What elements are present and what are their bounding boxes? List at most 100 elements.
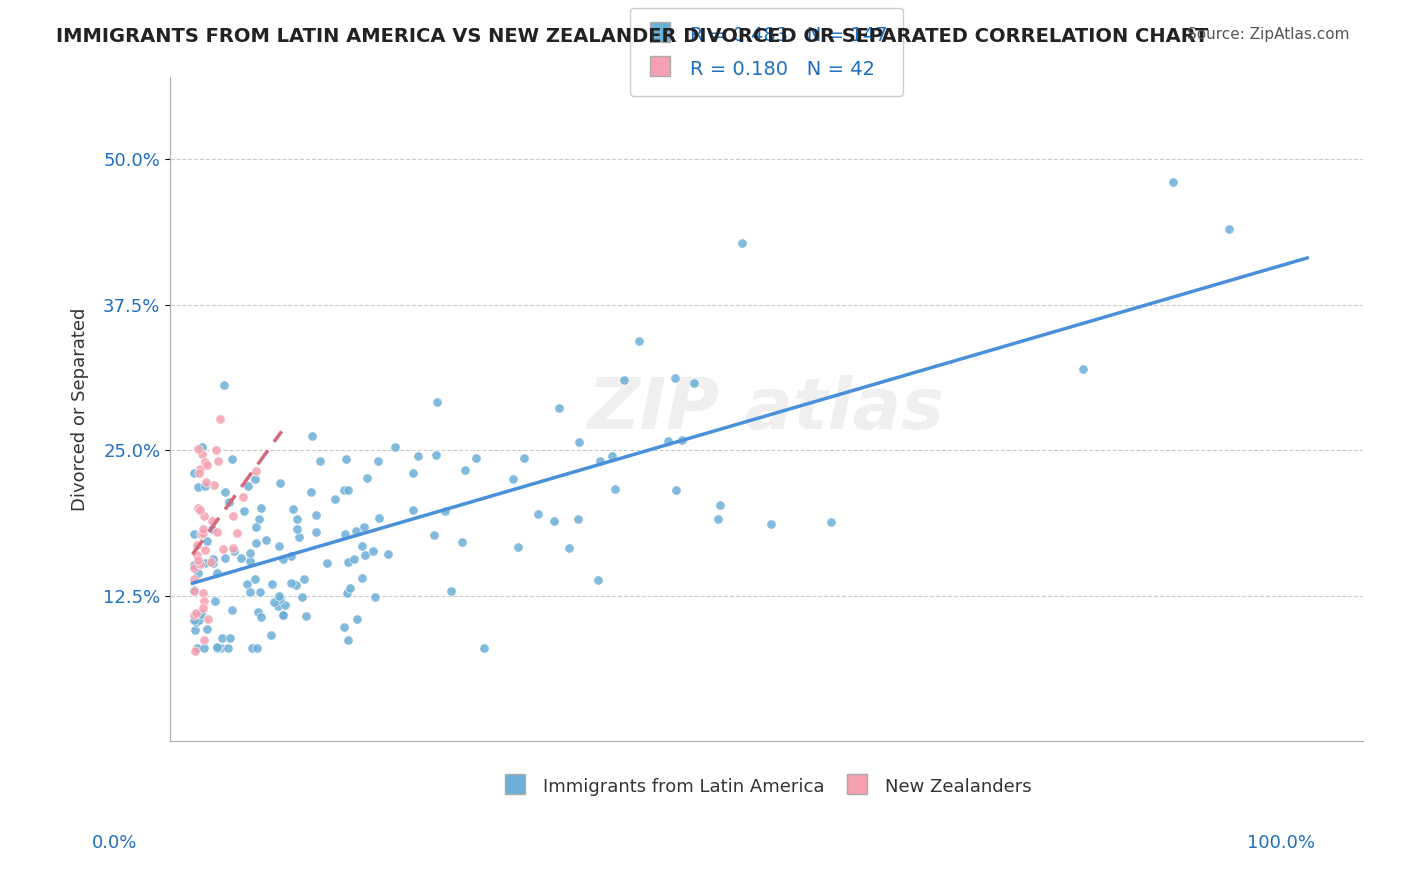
Point bbox=[543, 515, 565, 529]
Point bbox=[301, 428, 323, 442]
Y-axis label: Divorced or Separated: Divorced or Separated bbox=[72, 308, 89, 511]
Point bbox=[202, 556, 225, 570]
Point bbox=[195, 622, 218, 636]
Point bbox=[183, 558, 205, 572]
Point bbox=[218, 495, 240, 509]
Point bbox=[273, 607, 295, 622]
Point bbox=[183, 526, 205, 541]
Point bbox=[193, 594, 215, 608]
Point bbox=[183, 613, 205, 627]
Point bbox=[232, 504, 254, 518]
Point bbox=[402, 503, 425, 517]
Point bbox=[353, 519, 375, 533]
Text: ZIP atlas: ZIP atlas bbox=[588, 375, 945, 444]
Point bbox=[197, 611, 219, 625]
Point bbox=[200, 555, 222, 569]
Point bbox=[226, 525, 249, 540]
Point bbox=[187, 613, 209, 627]
Point bbox=[186, 538, 208, 552]
Point bbox=[502, 472, 524, 486]
Point bbox=[367, 454, 389, 468]
Text: 0.0%: 0.0% bbox=[91, 834, 136, 852]
Point bbox=[207, 454, 229, 468]
Point bbox=[280, 576, 302, 591]
Legend: Immigrants from Latin America, New Zealanders: Immigrants from Latin America, New Zeala… bbox=[488, 761, 1046, 812]
Point bbox=[336, 586, 359, 600]
Point bbox=[337, 556, 360, 570]
Point bbox=[245, 536, 267, 550]
Point bbox=[292, 572, 315, 586]
Point bbox=[305, 508, 328, 523]
Point bbox=[267, 599, 290, 613]
Point bbox=[188, 557, 211, 571]
Point bbox=[451, 535, 474, 549]
Point bbox=[187, 467, 209, 481]
Point bbox=[249, 500, 271, 515]
Point bbox=[600, 449, 623, 463]
Point bbox=[367, 510, 389, 524]
Point bbox=[204, 593, 226, 607]
Point bbox=[280, 549, 302, 564]
Point bbox=[657, 434, 679, 448]
Point bbox=[343, 552, 366, 566]
Point bbox=[589, 454, 612, 468]
Point bbox=[205, 525, 228, 540]
Point bbox=[273, 552, 295, 566]
Point bbox=[558, 541, 581, 555]
Point bbox=[295, 608, 318, 623]
Point bbox=[350, 571, 373, 585]
Point bbox=[221, 452, 243, 467]
Point bbox=[332, 619, 354, 633]
Point bbox=[183, 466, 205, 480]
Point bbox=[288, 530, 311, 544]
Point bbox=[191, 447, 214, 461]
Point bbox=[183, 583, 205, 598]
Point bbox=[260, 627, 283, 641]
Point bbox=[309, 454, 332, 468]
Point bbox=[269, 591, 291, 606]
Point bbox=[406, 450, 429, 464]
Point bbox=[254, 533, 277, 548]
Point bbox=[613, 373, 636, 387]
Point bbox=[440, 584, 463, 599]
Point bbox=[245, 464, 267, 478]
Point bbox=[315, 557, 337, 571]
Point bbox=[263, 595, 285, 609]
Point bbox=[603, 483, 626, 497]
Point bbox=[281, 502, 304, 516]
Point bbox=[1071, 362, 1094, 376]
Point bbox=[586, 573, 609, 587]
Point bbox=[285, 512, 308, 526]
Point bbox=[187, 442, 209, 456]
Point bbox=[200, 514, 222, 528]
Point bbox=[195, 458, 218, 473]
Point bbox=[683, 376, 706, 390]
Point bbox=[267, 539, 290, 553]
Point bbox=[361, 543, 384, 558]
Point bbox=[193, 633, 215, 648]
Point bbox=[243, 471, 266, 485]
Point bbox=[339, 581, 361, 595]
Point bbox=[707, 512, 730, 526]
Point bbox=[260, 577, 283, 591]
Point bbox=[299, 484, 322, 499]
Point bbox=[186, 548, 208, 562]
Point bbox=[402, 466, 425, 480]
Point bbox=[195, 533, 218, 548]
Point bbox=[222, 509, 245, 524]
Point bbox=[239, 584, 262, 599]
Point bbox=[377, 547, 399, 561]
Point bbox=[201, 552, 224, 566]
Point bbox=[205, 566, 228, 580]
Point bbox=[243, 572, 266, 586]
Point bbox=[183, 561, 205, 575]
Point bbox=[214, 485, 236, 500]
Point bbox=[204, 442, 226, 457]
Point bbox=[356, 471, 378, 485]
Point bbox=[527, 507, 550, 521]
Point bbox=[219, 632, 242, 646]
Point bbox=[568, 435, 591, 450]
Point bbox=[245, 520, 267, 534]
Point bbox=[671, 434, 693, 448]
Point bbox=[194, 543, 217, 558]
